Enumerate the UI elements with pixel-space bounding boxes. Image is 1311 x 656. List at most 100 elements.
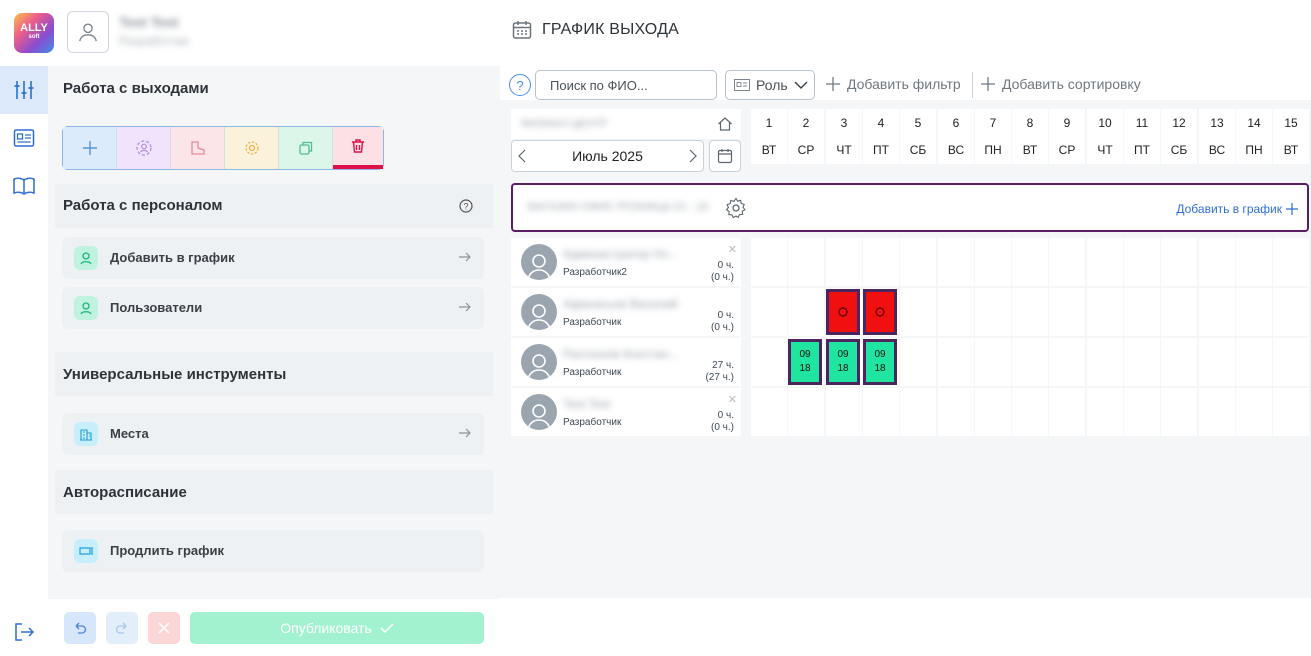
schedule-cell[interactable] [1161, 388, 1197, 436]
schedule-cell[interactable] [1124, 338, 1160, 386]
schedule-cell[interactable] [1236, 238, 1272, 286]
schedule-cell[interactable] [1199, 288, 1235, 336]
schedule-cell[interactable] [900, 338, 936, 386]
help-button[interactable]: ? [509, 74, 531, 96]
schedule-cell[interactable] [1049, 388, 1085, 436]
work-shift[interactable]: 09 18 [788, 339, 822, 385]
schedule-cell[interactable] [1087, 288, 1123, 336]
schedule-cell[interactable] [975, 238, 1011, 286]
schedule-cell[interactable] [1161, 288, 1197, 336]
work-shift[interactable]: 09 18 [863, 339, 897, 385]
schedule-cell[interactable] [1012, 388, 1048, 436]
role-filter-select[interactable]: Роль [725, 70, 815, 100]
rail-book-button[interactable] [0, 162, 48, 210]
schedule-cell[interactable] [1273, 338, 1309, 386]
gear-icon[interactable] [725, 197, 747, 224]
schedule-cell[interactable] [1199, 238, 1235, 286]
employee-row[interactable]: Рассказов Констан... Разработчик 27 ч. (27 … [511, 338, 741, 386]
redo-button[interactable] [106, 612, 138, 644]
help-icon[interactable]: ? [459, 199, 473, 218]
schedule-cell[interactable] [938, 388, 974, 436]
schedule-cell[interactable] [1012, 238, 1048, 286]
work-shift[interactable]: 09 18 [826, 339, 860, 385]
calendar-picker-button[interactable] [709, 140, 741, 172]
schedule-cell[interactable] [1124, 238, 1160, 286]
schedule-cell[interactable] [938, 238, 974, 286]
schedule-cell[interactable] [1199, 388, 1235, 436]
schedule-cell[interactable] [975, 338, 1011, 386]
schedule-cell[interactable] [1087, 388, 1123, 436]
user-avatar[interactable] [67, 11, 109, 53]
schedule-cell[interactable] [751, 338, 787, 386]
schedule-cell[interactable] [900, 388, 936, 436]
schedule-cell[interactable] [826, 388, 862, 436]
schedule-cell[interactable] [826, 238, 862, 286]
schedule-cell[interactable] [900, 238, 936, 286]
schedule-cell[interactable] [938, 288, 974, 336]
copy-button[interactable] [279, 127, 333, 169]
schedule-cell[interactable] [900, 288, 936, 336]
schedule-cell[interactable] [1273, 288, 1309, 336]
schedule-cell[interactable] [1236, 388, 1272, 436]
add-sort-button[interactable]: Добавить сортировку [980, 76, 1141, 92]
schedule-cell[interactable] [1049, 238, 1085, 286]
org-selector[interactable]: ФИЛИАЛ ЦЕНТР [511, 109, 741, 139]
undo-button[interactable] [64, 612, 96, 644]
employee-row[interactable]: Афанасьев Василий Разработчик 0 ч. (0 ч.) [511, 288, 741, 336]
schedule-cell[interactable] [788, 288, 824, 336]
schedule-cell[interactable] [1236, 288, 1272, 336]
sidebar-item-extend-schedule[interactable]: Продлить график [62, 530, 484, 572]
schedule-cell[interactable] [751, 388, 787, 436]
home-icon[interactable] [717, 116, 733, 137]
sick-leave-shift[interactable] [826, 289, 860, 335]
shift-settings-button[interactable] [225, 127, 279, 169]
delete-button[interactable] [333, 127, 383, 169]
schedule-cell[interactable] [1087, 238, 1123, 286]
search-input[interactable] [535, 70, 717, 100]
schedule-cell[interactable] [788, 388, 824, 436]
schedule-cell[interactable] [1124, 288, 1160, 336]
rail-settings-button[interactable] [0, 66, 48, 114]
schedule-cell[interactable] [751, 288, 787, 336]
chevron-right-icon[interactable] [689, 149, 697, 163]
close-icon[interactable]: ✕ [727, 394, 737, 406]
schedule-cell[interactable] [1273, 388, 1309, 436]
employee-row[interactable]: Test Test Разработчик 0 ч. (0 ч.) ✕ [511, 388, 741, 436]
close-icon[interactable]: ✕ [727, 244, 737, 256]
schedule-cell[interactable] [1161, 338, 1197, 386]
schedule-cell[interactable] [1273, 238, 1309, 286]
add-to-schedule-button[interactable]: Добавить в график [1176, 202, 1299, 216]
rail-card-button[interactable] [0, 114, 48, 162]
cancel-button[interactable] [148, 612, 180, 644]
eraser-button[interactable] [171, 127, 225, 169]
schedule-cell[interactable] [751, 238, 787, 286]
sidebar-item-users[interactable]: Пользователи [62, 287, 484, 329]
schedule-cell[interactable] [788, 238, 824, 286]
employee-row[interactable]: Администратор Но... Разработчик2 0 ч. (0 ч.… [511, 238, 741, 286]
shift-start: 09 [837, 349, 849, 360]
schedule-cell[interactable] [1161, 238, 1197, 286]
schedule-cell[interactable] [975, 388, 1011, 436]
sidebar-item-places[interactable]: Места [62, 413, 484, 455]
sick-leave-shift[interactable] [863, 289, 897, 335]
schedule-cell[interactable] [1012, 288, 1048, 336]
schedule-cell[interactable] [1236, 338, 1272, 386]
schedule-cell[interactable] [1049, 288, 1085, 336]
schedule-cell[interactable] [1049, 338, 1085, 386]
schedule-cell[interactable] [1087, 338, 1123, 386]
schedule-cell[interactable] [938, 338, 974, 386]
schedule-cell[interactable] [975, 288, 1011, 336]
logout-button[interactable] [0, 608, 48, 656]
schedule-cell[interactable] [1199, 338, 1235, 386]
add-filter-button[interactable]: Добавить фильтр [825, 76, 961, 92]
month-picker[interactable]: Июль 2025 [511, 140, 704, 172]
schedule-cell[interactable] [1124, 388, 1160, 436]
schedule-cell[interactable] [863, 238, 899, 286]
publish-button[interactable]: Опубликовать [190, 612, 484, 644]
schedule-cell[interactable] [863, 388, 899, 436]
chevron-left-icon[interactable] [518, 149, 526, 163]
assign-user-button[interactable] [117, 127, 171, 169]
add-shift-button[interactable] [63, 127, 117, 169]
schedule-cell[interactable] [1012, 338, 1048, 386]
sidebar-item-add-to-schedule[interactable]: Добавить в график [62, 237, 484, 279]
